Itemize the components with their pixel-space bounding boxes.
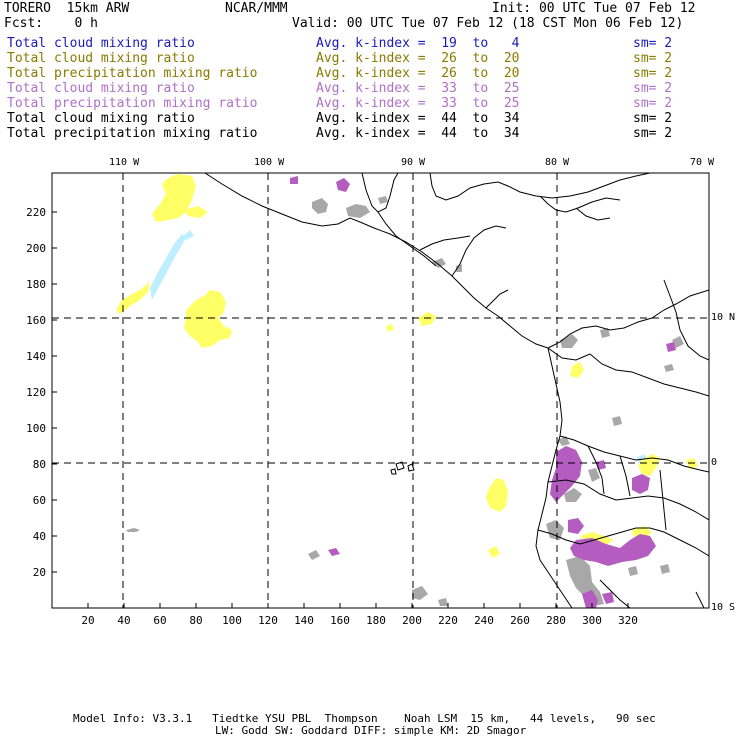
lon-label-80w: 80 W	[545, 157, 570, 168]
x-tick-label-200: 200	[402, 614, 422, 627]
valid-time: Valid: 00 UTC Tue 07 Feb 12 (18 CST Mon …	[292, 16, 684, 31]
y-tick-label-180: 180	[26, 278, 46, 291]
purple-cloud-field	[290, 176, 676, 608]
model-title: TORERO 15km ARW	[4, 1, 130, 16]
legend-kindex-6: Avg. k-index = 44 to 34	[316, 111, 520, 126]
coastline	[204, 173, 709, 608]
lon-label-90w: 90 W	[401, 157, 426, 168]
organization-label: NCAR/MMM	[225, 1, 288, 16]
y-tick-label-40: 40	[33, 530, 46, 543]
x-tick-label-20: 20	[81, 614, 94, 627]
y-tick-label-160: 160	[26, 314, 46, 327]
legend-field-1: Total cloud mixing ratio	[7, 36, 195, 51]
x-tick-label-260: 260	[510, 614, 530, 627]
plot-frame	[51, 172, 710, 609]
y-tick-label-140: 140	[26, 350, 46, 363]
legend-kindex-4: Avg. k-index = 33 to 25	[316, 81, 520, 96]
lon-label-100w: 100 W	[254, 157, 285, 168]
legend-field-4: Total cloud mixing ratio	[7, 81, 195, 96]
y-tick-label-80: 80	[33, 458, 46, 471]
y-tick-label-20: 20	[33, 566, 46, 579]
yellow-cloud-field	[116, 174, 698, 558]
x-axis-ticks: 20 40 60 80 100 120 140 160 180 200 220 240 260 280 30…	[81, 603, 638, 627]
physics-info-line: LW: Godd SW: Goddard DIFF: simple KM: 2D…	[215, 724, 527, 737]
legend-kindex-1: Avg. k-index = 19 to 4	[316, 36, 520, 51]
x-tick-label-80: 80	[189, 614, 202, 627]
legend-field-6: Total cloud mixing ratio	[7, 111, 195, 126]
x-tick-label-240: 240	[474, 614, 494, 627]
x-tick-label-140: 140	[294, 614, 314, 627]
x-tick-label-160: 160	[330, 614, 350, 627]
legend-sm-2: sm= 2	[633, 51, 673, 66]
latlon-grid	[52, 173, 709, 608]
legend-field-7: Total precipitation mixing ratio	[7, 126, 258, 141]
legend-sm-6: sm= 2	[633, 111, 673, 126]
legend-sm-4: sm= 2	[633, 81, 673, 96]
y-tick-label-220: 220	[26, 206, 46, 219]
x-tick-label-320: 320	[618, 614, 638, 627]
x-tick-label-300: 300	[582, 614, 602, 627]
map-plot-area	[116, 173, 709, 608]
y-axis-ticks: 220 200 180 160 140 120 100 80 60 40 20	[26, 206, 57, 579]
legend-sm-7: sm= 2	[633, 126, 673, 141]
legend-field-3: Total precipitation mixing ratio	[7, 66, 258, 81]
x-tick-label-180: 180	[366, 614, 386, 627]
lon-label-110w: 110 W	[109, 157, 140, 168]
x-tick-label-100: 100	[222, 614, 242, 627]
y-tick-label-100: 100	[26, 422, 46, 435]
x-tick-label-120: 120	[258, 614, 278, 627]
legend-kindex-5: Avg. k-index = 33 to 25	[316, 96, 520, 111]
legend-sm-5: sm= 2	[633, 96, 673, 111]
cyan-cloud-field	[150, 230, 648, 464]
x-tick-label-220: 220	[438, 614, 458, 627]
forecast-hour: Fcst: 0 h	[4, 16, 98, 31]
legend-sm-3: sm= 2	[633, 66, 673, 81]
legend-kindex-7: Avg. k-index = 44 to 34	[316, 126, 520, 141]
x-tick-label-280: 280	[546, 614, 566, 627]
model-info-line: Model Info: V3.3.1 Tiedtke YSU PBL Thomp…	[73, 712, 656, 725]
x-tick-label-40: 40	[117, 614, 130, 627]
legend-sm-1: sm= 2	[633, 36, 673, 51]
lon-label-70w: 70 W	[690, 157, 715, 168]
legend-field-2: Total cloud mixing ratio	[7, 51, 195, 66]
y-tick-label-200: 200	[26, 242, 46, 255]
legend-kindex-3: Avg. k-index = 26 to 20	[316, 66, 520, 81]
y-tick-label-120: 120	[26, 386, 46, 399]
legend-kindex-2: Avg. k-index = 26 to 20	[316, 51, 520, 66]
lat-label-10n: 10 N	[711, 312, 736, 323]
legend-field-5: Total precipitation mixing ratio	[7, 96, 258, 111]
lat-label-10s: 10 S	[711, 602, 736, 613]
y-tick-label-60: 60	[33, 494, 46, 507]
lat-label-equator: 0	[711, 457, 718, 468]
x-tick-label-60: 60	[153, 614, 166, 627]
init-time: Init: 00 UTC Tue 07 Feb 12	[492, 1, 696, 16]
